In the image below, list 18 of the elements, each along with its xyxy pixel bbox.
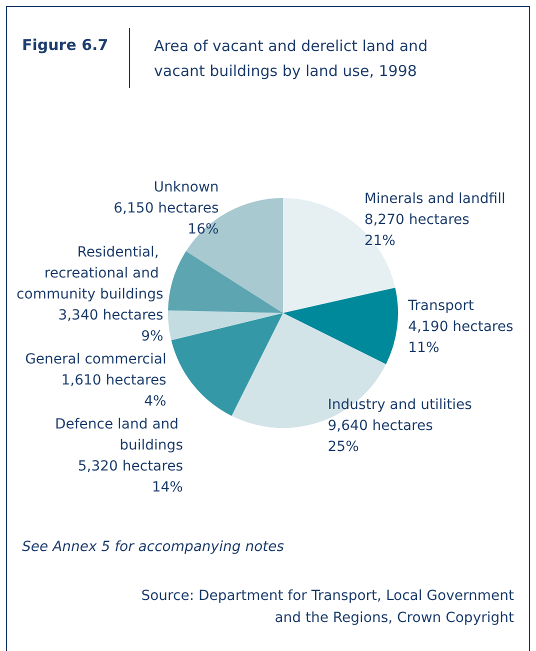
chart-title: Figure 6.7: [22, 36, 108, 54]
text: See Annex 5 for accompanying notes: [22, 539, 284, 555]
data-label: 1,610 hectares 4%: [61, 372, 166, 410]
data-label: 9,640 hectares 25%: [328, 418, 433, 455]
slice-label: Residential, recreational and community buildings: [16, 244, 164, 303]
slice-label: Minerals and landfill: [364, 191, 506, 208]
source-note: Source: Department for Transport, Local Government and the Regions, Crown Copyright: [140, 587, 514, 628]
chart-subtitle: Area of vacant and derelict land and vacant buildings by land use, 1998: [154, 36, 429, 82]
data-label: 3,340 hectares 9%: [58, 308, 164, 345]
slice-label: Transport: [407, 298, 474, 314]
slice-label: General commercial: [25, 352, 166, 368]
data-label: 4,190 hectares 11%: [408, 319, 514, 356]
slice-label: Industry and utilities: [328, 396, 472, 413]
slice-label: Defence land and buildings: [54, 416, 183, 454]
data-label: 8,270 hectares 21%: [364, 212, 470, 250]
data-label: 6,150 hectares 16%: [114, 200, 219, 238]
slice-label: Unknown: [154, 180, 219, 196]
data-label: 5,320 hectares 14%: [78, 458, 183, 496]
